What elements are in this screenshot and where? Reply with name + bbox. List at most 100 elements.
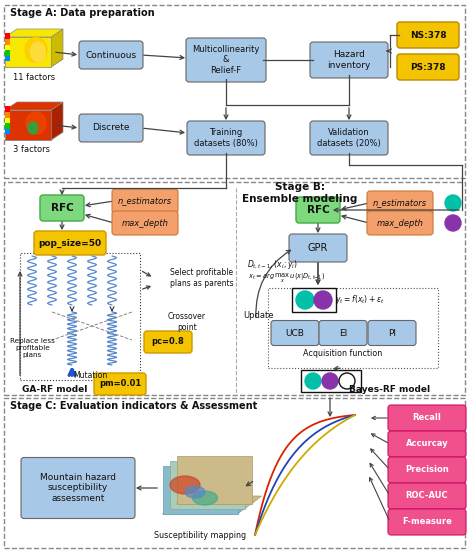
Text: Hazard
inventory: Hazard inventory (327, 50, 371, 70)
Text: RFC: RFC (51, 203, 73, 213)
Text: 3 factors: 3 factors (13, 146, 50, 155)
FancyBboxPatch shape (388, 509, 466, 535)
Bar (20, 253, 140, 380)
Text: GPR: GPR (308, 243, 328, 253)
Text: Recall: Recall (413, 414, 441, 422)
FancyBboxPatch shape (34, 231, 106, 255)
FancyBboxPatch shape (144, 331, 192, 353)
Text: Susceptibility mapping: Susceptibility mapping (154, 531, 246, 540)
FancyBboxPatch shape (388, 483, 466, 509)
Bar (4, 182, 465, 395)
Text: pm=0.01: pm=0.01 (99, 379, 141, 388)
FancyBboxPatch shape (187, 121, 265, 155)
Text: Multicollinearity
&
Relief-F: Multicollinearity & Relief-F (192, 45, 260, 75)
FancyBboxPatch shape (367, 211, 433, 235)
Text: EI: EI (339, 328, 347, 338)
FancyBboxPatch shape (397, 54, 459, 80)
Ellipse shape (25, 37, 47, 63)
Circle shape (314, 291, 332, 309)
Text: Stage C: Evaluation indicators & Assessment: Stage C: Evaluation indicators & Assessm… (10, 401, 257, 411)
Ellipse shape (170, 476, 200, 494)
FancyBboxPatch shape (21, 458, 135, 519)
Text: RFC: RFC (307, 205, 329, 215)
Bar (5, 106, 10, 112)
Polygon shape (169, 461, 244, 509)
FancyBboxPatch shape (79, 114, 143, 142)
Bar (5, 129, 10, 134)
Bar (5, 112, 10, 118)
Text: Stage A: Data preparation: Stage A: Data preparation (10, 8, 155, 18)
Polygon shape (51, 102, 63, 140)
Circle shape (305, 373, 321, 389)
Ellipse shape (26, 112, 46, 134)
FancyBboxPatch shape (319, 321, 367, 345)
Polygon shape (5, 29, 63, 37)
Circle shape (322, 373, 338, 389)
Text: Validation
datasets (20%): Validation datasets (20%) (317, 128, 381, 148)
Text: Continuous: Continuous (85, 51, 136, 59)
Polygon shape (169, 501, 255, 509)
Bar (4, 398, 465, 548)
Text: n_estimators: n_estimators (118, 196, 172, 206)
Text: pc=0.8: pc=0.8 (151, 338, 184, 346)
FancyBboxPatch shape (310, 121, 388, 155)
FancyBboxPatch shape (388, 457, 466, 483)
Text: F-measure: F-measure (402, 518, 452, 526)
Bar (5, 118, 10, 123)
Bar (268, 288, 438, 368)
Text: ROC-AUC: ROC-AUC (406, 492, 448, 500)
Ellipse shape (28, 122, 38, 134)
Polygon shape (5, 132, 63, 140)
FancyBboxPatch shape (40, 195, 84, 221)
FancyBboxPatch shape (397, 22, 459, 48)
Text: UCB: UCB (286, 328, 304, 338)
Text: Stage B:
Ensemble modeling: Stage B: Ensemble modeling (242, 182, 358, 204)
Text: Discrete: Discrete (92, 124, 130, 133)
FancyBboxPatch shape (310, 42, 388, 78)
Text: Precision: Precision (405, 465, 449, 475)
Polygon shape (51, 29, 63, 67)
Bar (5, 34, 10, 39)
Text: GA-RF model: GA-RF model (23, 386, 88, 394)
FancyBboxPatch shape (112, 211, 178, 235)
FancyBboxPatch shape (296, 197, 340, 223)
Ellipse shape (185, 486, 205, 498)
Text: PS:378: PS:378 (410, 63, 446, 72)
Text: NS:378: NS:378 (410, 30, 446, 40)
Ellipse shape (30, 42, 45, 62)
Polygon shape (5, 110, 51, 140)
Text: 11 factors: 11 factors (13, 74, 55, 82)
Text: PI: PI (388, 328, 396, 338)
Text: max_depth: max_depth (377, 218, 424, 228)
Bar (5, 45, 10, 50)
FancyBboxPatch shape (186, 38, 266, 82)
Bar (4, 5, 465, 178)
FancyBboxPatch shape (94, 373, 146, 395)
Polygon shape (176, 456, 251, 504)
Text: n_estimators: n_estimators (373, 199, 427, 207)
Text: $D_{t,t-1},(x_i;y_i)$: $D_{t,t-1},(x_i;y_i)$ (247, 258, 298, 271)
Text: Select profitable
plans as parents: Select profitable plans as parents (170, 268, 234, 288)
Bar (5, 123, 10, 129)
FancyBboxPatch shape (367, 191, 433, 215)
Bar (5, 39, 10, 45)
Text: Update: Update (243, 311, 273, 320)
Text: max_depth: max_depth (121, 218, 168, 228)
Polygon shape (162, 506, 248, 514)
Text: Mutation: Mutation (73, 371, 107, 381)
FancyBboxPatch shape (112, 189, 178, 213)
Text: Accurcay: Accurcay (406, 439, 448, 448)
Polygon shape (5, 102, 63, 110)
Circle shape (296, 291, 314, 309)
Ellipse shape (192, 491, 218, 505)
Bar (5, 50, 10, 56)
Text: pop_size=50: pop_size=50 (38, 239, 102, 248)
Text: Bayes-RF model: Bayes-RF model (349, 386, 431, 394)
Polygon shape (5, 59, 63, 67)
Text: $x_t = arg\,\max_x\,u(x|D_{t,t-1})$: $x_t = arg\,\max_x\,u(x|D_{t,t-1})$ (248, 272, 326, 284)
FancyBboxPatch shape (388, 405, 466, 431)
Polygon shape (162, 466, 237, 514)
Text: $y_t = f(x_t) + \varepsilon_t$: $y_t = f(x_t) + \varepsilon_t$ (335, 294, 385, 306)
Text: Replace less
profitable
plans: Replace less profitable plans (10, 338, 55, 358)
FancyBboxPatch shape (79, 41, 143, 69)
